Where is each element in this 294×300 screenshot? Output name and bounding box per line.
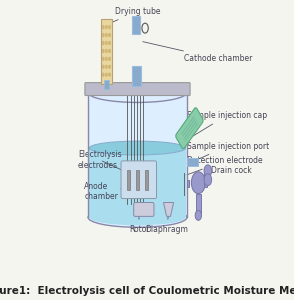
Circle shape <box>105 57 108 61</box>
Circle shape <box>102 57 105 61</box>
Circle shape <box>108 33 111 37</box>
Text: Electrolysis
electrodes: Electrolysis electrodes <box>78 150 121 170</box>
Bar <box>196 194 201 215</box>
Circle shape <box>191 172 205 194</box>
Ellipse shape <box>88 208 187 227</box>
Text: Sample injection port: Sample injection port <box>187 142 269 161</box>
Circle shape <box>105 64 108 69</box>
Circle shape <box>204 174 212 186</box>
Text: Drying tube: Drying tube <box>110 7 160 23</box>
Text: Diaphragm: Diaphragm <box>145 216 188 234</box>
Text: Cathode chamber: Cathode chamber <box>143 42 252 63</box>
Text: Sample injection cap: Sample injection cap <box>187 111 267 139</box>
Bar <box>187 180 189 187</box>
Circle shape <box>204 165 212 177</box>
Ellipse shape <box>89 141 186 155</box>
Text: Rotor: Rotor <box>129 215 150 234</box>
Polygon shape <box>163 202 174 216</box>
Text: Figure1:  Electrolysis cell of Coulometric Moisture Meter: Figure1: Electrolysis cell of Coulometri… <box>0 286 294 296</box>
Circle shape <box>105 73 108 77</box>
Bar <box>132 66 141 86</box>
Ellipse shape <box>88 82 187 102</box>
Bar <box>104 80 109 88</box>
FancyBboxPatch shape <box>176 108 203 149</box>
Circle shape <box>102 41 105 45</box>
Circle shape <box>102 49 105 53</box>
Bar <box>187 158 198 166</box>
FancyBboxPatch shape <box>85 82 190 95</box>
Circle shape <box>105 33 108 37</box>
Circle shape <box>108 64 111 69</box>
Circle shape <box>108 57 111 61</box>
Circle shape <box>102 25 105 29</box>
Bar <box>127 170 130 190</box>
Circle shape <box>108 73 111 77</box>
Circle shape <box>105 41 108 45</box>
Circle shape <box>102 73 105 77</box>
Bar <box>132 16 140 34</box>
Circle shape <box>195 210 201 220</box>
Circle shape <box>102 64 105 69</box>
Circle shape <box>108 25 111 29</box>
Text: Drain cock: Drain cock <box>207 166 252 178</box>
Text: Detection electrode: Detection electrode <box>187 156 263 175</box>
Bar <box>204 169 207 187</box>
Circle shape <box>108 49 111 53</box>
Text: Anode
chamber: Anode chamber <box>84 182 123 201</box>
FancyBboxPatch shape <box>134 202 154 216</box>
Circle shape <box>102 33 105 37</box>
Bar <box>145 170 148 190</box>
Bar <box>88 92 187 218</box>
Circle shape <box>105 49 108 53</box>
Bar <box>89 148 186 218</box>
Bar <box>136 170 139 190</box>
Bar <box>101 19 112 84</box>
FancyBboxPatch shape <box>121 161 156 199</box>
Ellipse shape <box>89 209 186 225</box>
Circle shape <box>108 41 111 45</box>
Circle shape <box>105 25 108 29</box>
